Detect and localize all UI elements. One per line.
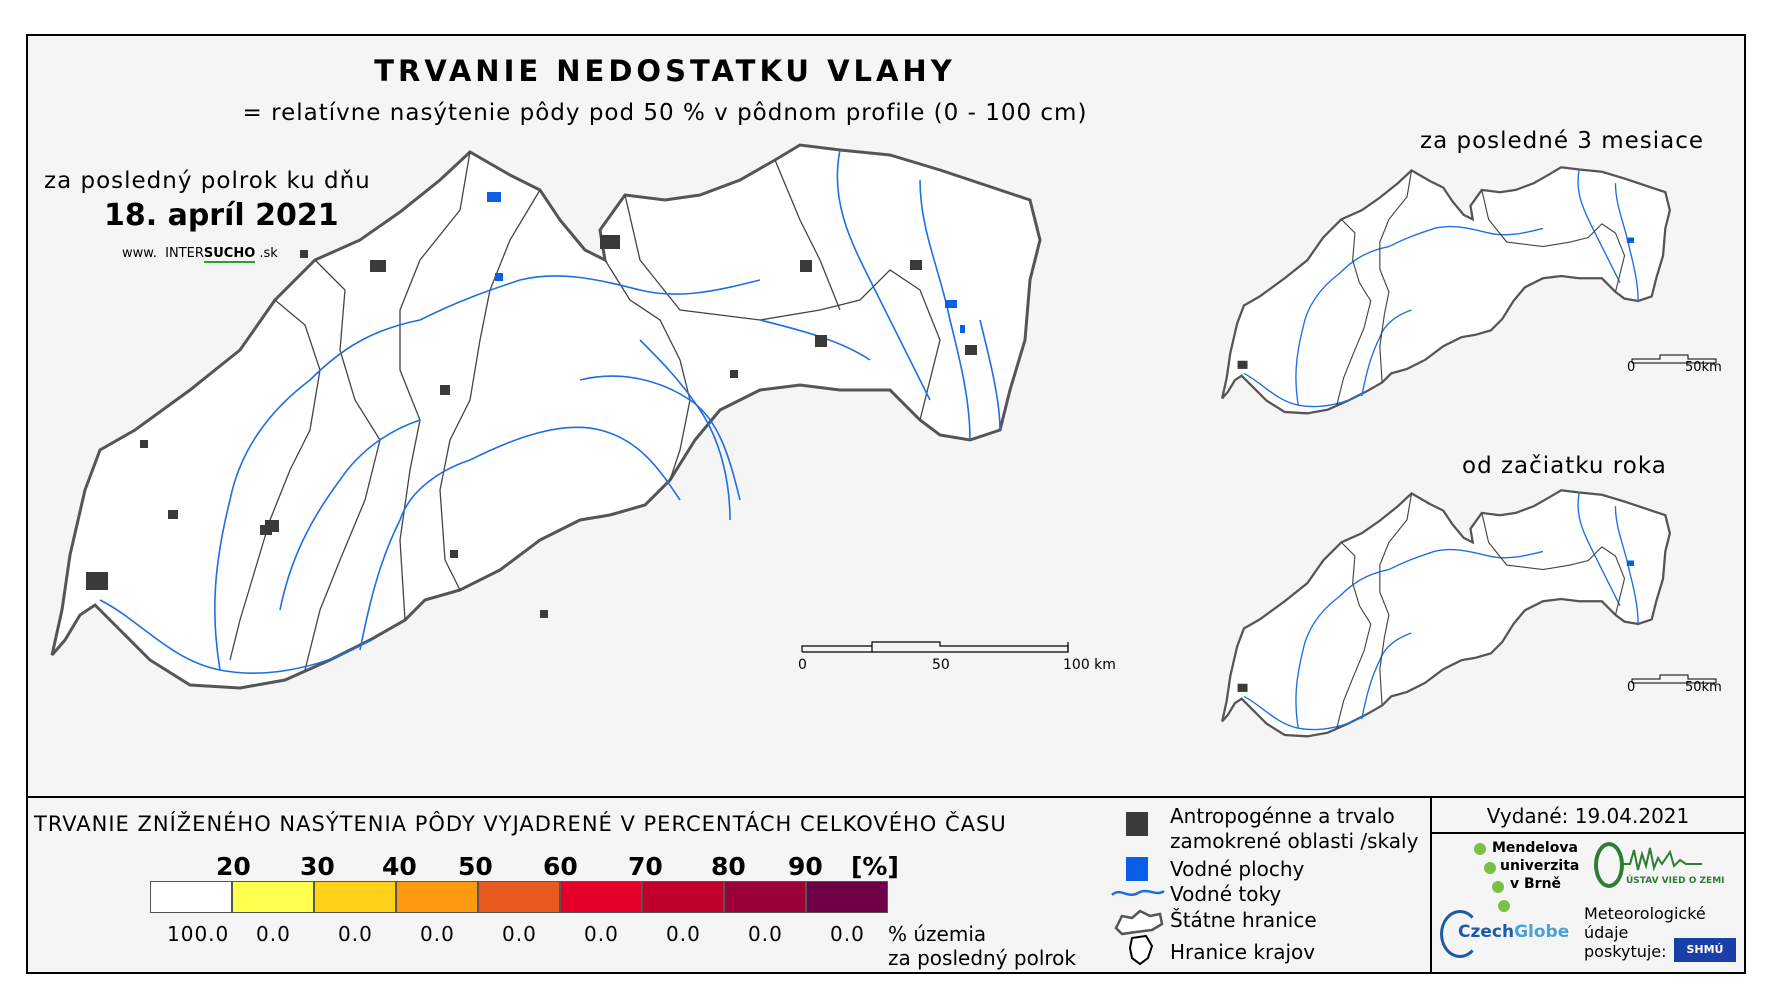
inset-ytd-scale-label-0: 0 bbox=[1627, 680, 1636, 695]
meteo-line2: údaje bbox=[1584, 923, 1629, 942]
pct-value-0: 100.0 bbox=[167, 922, 230, 946]
website-suffix: .sk bbox=[259, 246, 278, 261]
pct-note-line1: % územia bbox=[888, 922, 987, 946]
region-border-label: Hranice krajov bbox=[1170, 940, 1316, 964]
legend-swatch-2 bbox=[314, 881, 396, 913]
legend-title: TRVANIE ZNÍŽENÉHO NASÝTENIA PÔDY VYJADRE… bbox=[34, 812, 1007, 836]
rivers-swatch bbox=[1111, 889, 1165, 896]
anthropogenic-label-1: Antropogénne a trvalo bbox=[1170, 804, 1395, 828]
class-label-90: 90 bbox=[788, 852, 823, 881]
main-scale-label-50: 50 bbox=[932, 657, 950, 673]
inset-3m-scale-label-0: 0 bbox=[1627, 360, 1636, 375]
pct-note-line2: za posledný polrok bbox=[888, 946, 1076, 970]
main-scale-bar bbox=[801, 641, 1069, 653]
inset-3m-label: za posledné 3 mesiace bbox=[1420, 128, 1705, 154]
region-border-swatch bbox=[1128, 934, 1154, 966]
legend-swatch-8 bbox=[806, 881, 888, 913]
state-border-swatch bbox=[1114, 909, 1164, 936]
uvz-label: ÚSTAV VIED O ZEMI bbox=[1626, 876, 1725, 886]
inset-ytd-map bbox=[1221, 489, 1672, 738]
legend-swatch-1 bbox=[232, 881, 314, 913]
mendel-line1: Mendelova bbox=[1492, 840, 1578, 856]
inset-ytd-label: od začiatku roka bbox=[1462, 453, 1667, 479]
main-state-border bbox=[50, 143, 1042, 690]
class-label-60: 60 bbox=[543, 852, 578, 881]
inset-3m-map bbox=[1221, 166, 1672, 415]
legend-swatch-0 bbox=[150, 881, 232, 913]
legend-swatch-6 bbox=[642, 881, 724, 913]
shmu-logo: SHMÚ bbox=[1674, 938, 1736, 962]
website-name-a: INTER bbox=[165, 246, 204, 261]
pct-value-7: 0.0 bbox=[748, 922, 783, 946]
pct-value-2: 0.0 bbox=[338, 922, 373, 946]
class-label-70: 70 bbox=[628, 852, 663, 881]
main-rivers bbox=[99, 149, 1001, 674]
water-bodies-swatch bbox=[1126, 857, 1148, 881]
anthropogenic-swatch bbox=[1126, 812, 1148, 836]
inset-3m-scale-label-50: 50km bbox=[1685, 360, 1722, 375]
website-name-b: SUCHO bbox=[203, 246, 256, 263]
main-region-borders bbox=[229, 151, 941, 671]
meteo-line1: Meteorologické bbox=[1584, 904, 1706, 923]
pct-value-6: 0.0 bbox=[666, 922, 701, 946]
pct-value-8: 0.0 bbox=[830, 922, 865, 946]
anthropogenic-label-2: zamokrené oblasti /skaly bbox=[1170, 829, 1419, 853]
mendel-line2: univerzita bbox=[1500, 858, 1580, 874]
main-anthropogenic-areas bbox=[86, 235, 977, 618]
rivers-label: Vodné toky bbox=[1170, 882, 1282, 906]
footer-separator bbox=[1430, 796, 1432, 974]
main-scale-label-0: 0 bbox=[798, 657, 807, 673]
legend-panel bbox=[26, 796, 1746, 974]
class-label-20: 20 bbox=[216, 852, 251, 881]
class-label-unit: [%] bbox=[851, 852, 899, 881]
main-map bbox=[50, 143, 1042, 690]
legend-swatch-7 bbox=[724, 881, 806, 913]
class-label-30: 30 bbox=[300, 852, 335, 881]
inset-3m-scale-bar bbox=[1631, 354, 1717, 364]
class-label-80: 80 bbox=[711, 852, 746, 881]
main-scale-label-100: 100 km bbox=[1063, 657, 1116, 673]
website-link[interactable]: www. INTERSUCHO .sk bbox=[122, 246, 278, 263]
czechglobe-a: Czech bbox=[1458, 922, 1515, 942]
class-label-40: 40 bbox=[382, 852, 417, 881]
legend-swatch-5 bbox=[560, 881, 642, 913]
pct-value-5: 0.0 bbox=[584, 922, 619, 946]
map-title: TRVANIE NEDOSTATKU VLAHY bbox=[374, 54, 956, 88]
mendel-line3: v Brně bbox=[1510, 876, 1562, 892]
main-date: 18. apríl 2021 bbox=[104, 198, 339, 233]
main-water-bodies bbox=[487, 192, 965, 333]
czechglobe-b: Globe bbox=[1514, 922, 1570, 942]
inset-ytd-scale-bar bbox=[1631, 674, 1717, 684]
legend-swatch-4 bbox=[478, 881, 560, 913]
state-border-label: Štátne hranice bbox=[1170, 908, 1317, 932]
legend-swatch-3 bbox=[396, 881, 478, 913]
website-prefix: www. bbox=[122, 246, 157, 261]
class-label-50: 50 bbox=[458, 852, 493, 881]
issued-date: Vydané: 19.04.2021 bbox=[1486, 804, 1690, 828]
main-period-label: za posledný polrok ku dňu bbox=[44, 168, 371, 194]
pct-value-3: 0.0 bbox=[420, 922, 455, 946]
meteo-line3: poskytuje: bbox=[1584, 942, 1667, 961]
inset-ytd-scale-label-50: 50km bbox=[1685, 680, 1722, 695]
pct-value-1: 0.0 bbox=[256, 922, 291, 946]
footer-hseparator bbox=[1430, 832, 1746, 834]
map-subtitle: = relatívne nasýtenie pôdy pod 50 % v pô… bbox=[242, 100, 1088, 126]
pct-value-4: 0.0 bbox=[502, 922, 537, 946]
water-bodies-label: Vodné plochy bbox=[1170, 857, 1305, 881]
